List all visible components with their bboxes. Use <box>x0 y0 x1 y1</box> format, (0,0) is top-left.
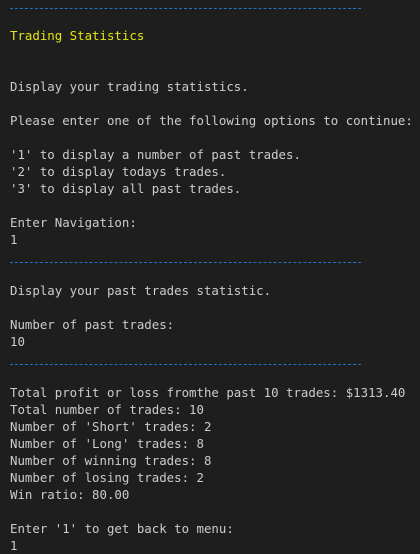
stat-total-trades: Total number of trades: 10 <box>10 402 204 417</box>
separator-line <box>10 364 361 365</box>
stat-win-ratio: Win ratio: 80.00 <box>10 487 130 502</box>
back-to-menu-prompt: Enter '1' to get back to menu: <box>10 521 234 536</box>
navigation-label: Enter Navigation: <box>10 215 137 230</box>
menu-prompt: Please enter one of the following option… <box>10 113 413 128</box>
page-title: Trading Statistics <box>10 28 145 43</box>
stat-losing-trades: Number of losing trades: 2 <box>10 470 204 485</box>
stat-winning-trades: Number of winning trades: 8 <box>10 453 212 468</box>
past-trades-description: Display your past trades statistic. <box>10 283 272 298</box>
back-to-menu-input-value[interactable]: 1 <box>10 538 18 553</box>
menu-option-2: '2' to display todays trades. <box>10 164 227 179</box>
menu-description: Display your trading statistics. <box>10 79 249 94</box>
menu-option-3: '3' to display all past trades. <box>10 181 242 196</box>
separator-line <box>10 262 361 263</box>
navigation-input-value: 1 <box>10 232 18 247</box>
separator-line <box>10 8 361 9</box>
past-trades-count-label: Number of past trades: <box>10 317 175 332</box>
stat-long-trades: Number of 'Long' trades: 8 <box>10 436 204 451</box>
stat-short-trades: Number of 'Short' trades: 2 <box>10 419 212 434</box>
menu-option-1: '1' to display a number of past trades. <box>10 147 301 162</box>
past-trades-count-value: 10 <box>10 334 25 349</box>
stat-total-profit: Total profit or loss fromthe past 10 tra… <box>10 385 406 400</box>
